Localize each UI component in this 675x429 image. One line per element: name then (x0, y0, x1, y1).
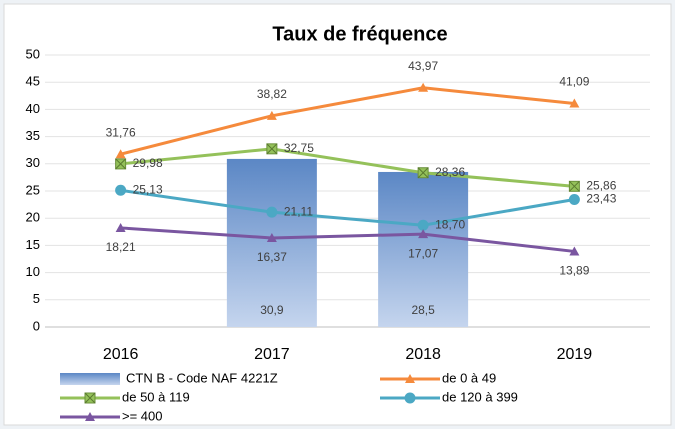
marker (405, 374, 415, 383)
data-label: 23,43 (586, 192, 616, 206)
data-label: 25,86 (586, 178, 616, 192)
y-tick-label: 40 (26, 101, 40, 116)
line (120, 86, 575, 156)
chart-title: Taux de fréquence (272, 23, 447, 45)
legend-label: CTN B - Code NAF 4221Z (126, 370, 278, 385)
y-tick-label: 25 (26, 182, 40, 197)
y-tick-label: 15 (26, 237, 40, 252)
x-tick-label: 2017 (254, 346, 290, 363)
data-label: 43,97 (408, 59, 438, 73)
data-label: 31,76 (106, 125, 136, 139)
data-label: 30,9 (260, 303, 284, 317)
marker-cross (115, 158, 126, 170)
data-label: 18,70 (435, 217, 465, 231)
data-label: 17,07 (408, 246, 438, 260)
marker (569, 246, 580, 256)
data-label: 28,36 (435, 165, 465, 179)
data-label: 28,5 (411, 303, 435, 317)
y-tick-label: 50 (26, 46, 40, 61)
marker (85, 412, 95, 421)
y-tick-label: 35 (26, 128, 40, 143)
line (120, 147, 575, 188)
marker-cross (569, 180, 580, 192)
marker-cross (84, 392, 96, 404)
data-label: 41,09 (559, 75, 589, 89)
legend-label: de 50 à 119 (122, 389, 190, 404)
marker (115, 222, 126, 232)
marker-cross (417, 167, 429, 179)
bar (226, 158, 317, 327)
marker (404, 392, 416, 404)
marker (569, 98, 580, 108)
legend-label: de 0 à 49 (442, 370, 496, 385)
marker (568, 194, 580, 206)
marker (418, 229, 429, 239)
marker (266, 110, 277, 120)
data-label: 21,11 (284, 204, 313, 218)
x-tick-label: 2018 (405, 346, 441, 363)
marker (417, 219, 429, 231)
chart-frame (3, 3, 672, 426)
marker (115, 149, 126, 159)
data-label: 13,89 (559, 264, 589, 278)
legend-label: >= 400 (122, 408, 163, 423)
y-tick-label: 30 (26, 155, 40, 170)
y-tick-label: 0 (33, 318, 40, 333)
y-tick-label: 20 (26, 210, 40, 225)
x-tick-label: 2019 (557, 346, 593, 363)
marker (115, 184, 127, 196)
marker-cross (266, 143, 278, 155)
y-tick-label: 45 (26, 74, 40, 89)
data-label: 38,82 (257, 87, 287, 101)
legend-swatch (60, 373, 120, 385)
bar (378, 171, 469, 327)
marker (266, 206, 278, 218)
data-label: 18,21 (106, 240, 136, 254)
legend-label: de 120 à 399 (442, 389, 518, 404)
y-tick-label: 5 (33, 291, 40, 306)
data-label: 29,98 (133, 156, 163, 170)
marker (266, 232, 277, 242)
data-label: 32,75 (284, 141, 314, 155)
data-label: 25,13 (133, 182, 163, 196)
data-label: 16,37 (257, 250, 287, 264)
line (120, 226, 575, 253)
x-tick-label: 2016 (103, 346, 139, 363)
y-tick-label: 10 (26, 264, 40, 279)
line (120, 188, 575, 227)
marker (418, 82, 429, 92)
